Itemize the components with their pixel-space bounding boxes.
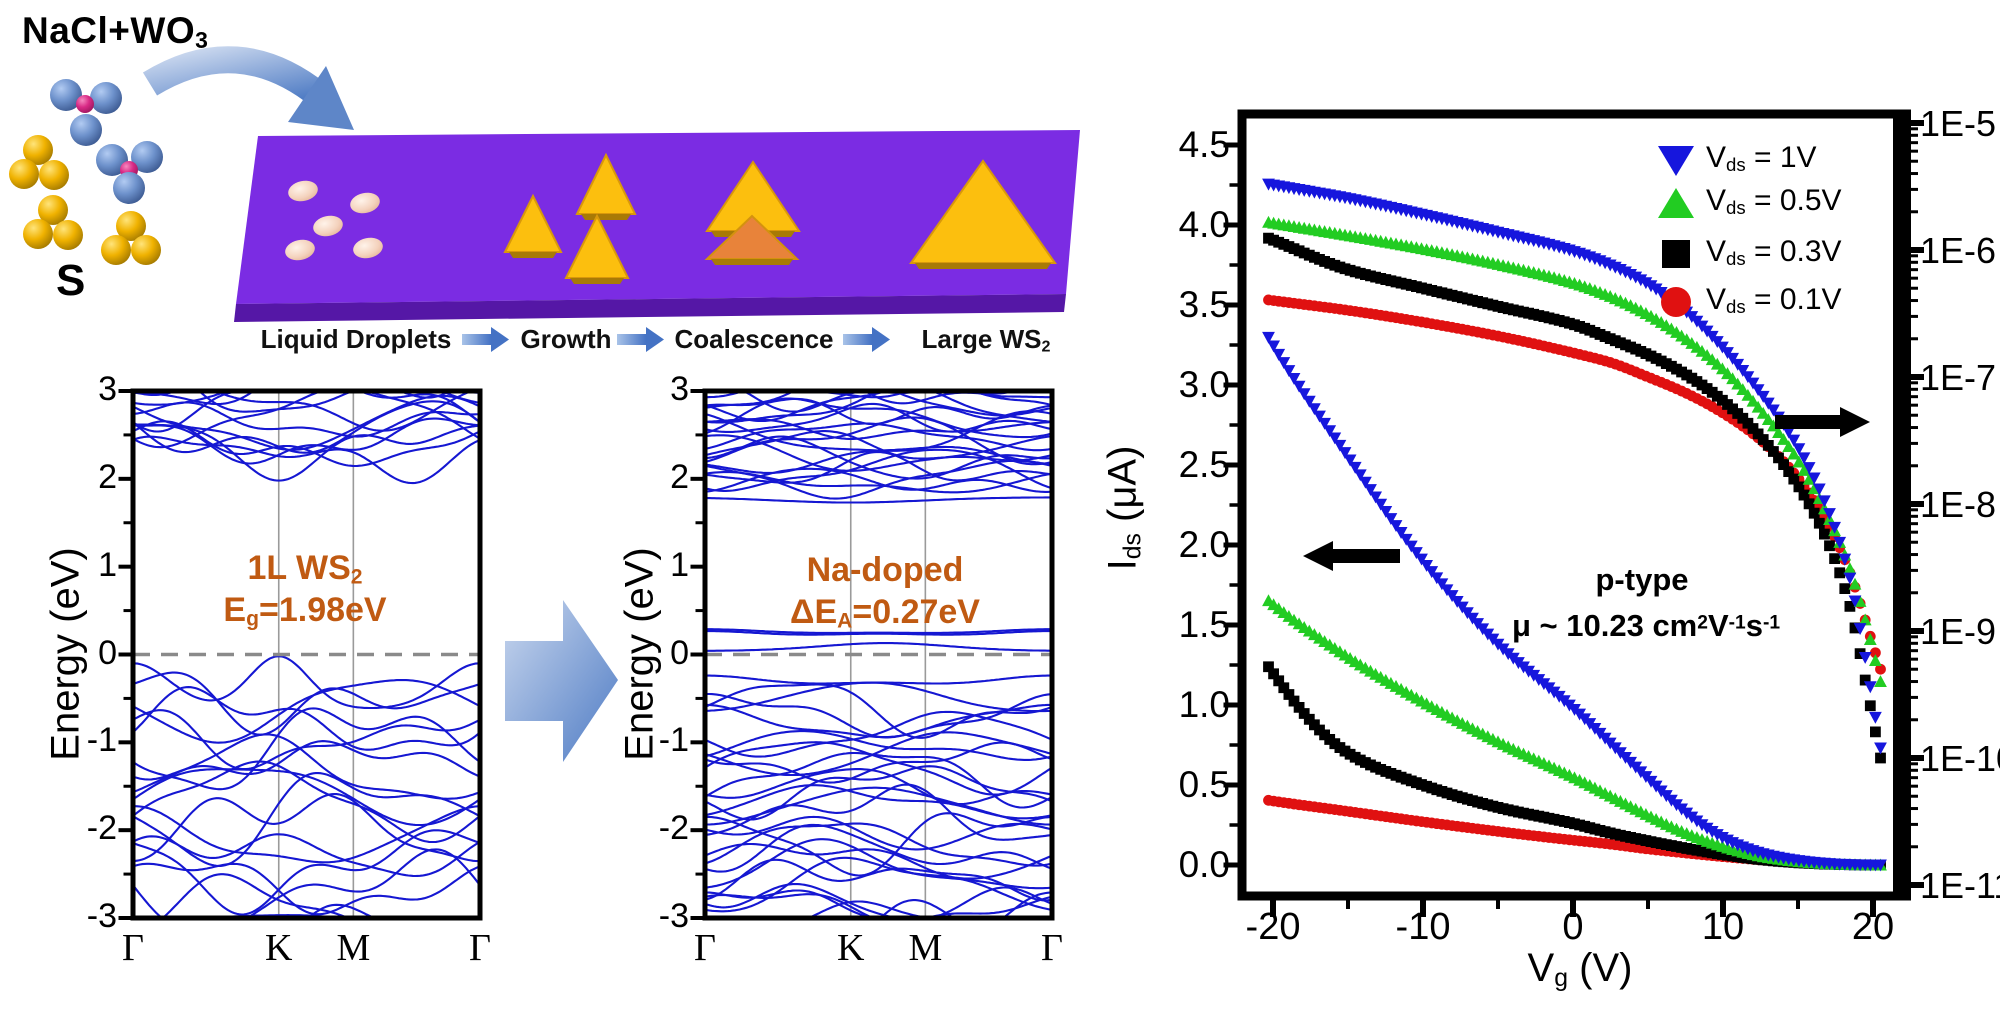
axis-ticks [118,389,131,920]
legend-markers [1658,146,1694,317]
series-log-Vds=0.1V [1263,294,1886,675]
axis-ticks [1223,120,1924,917]
doping-arrow-icon [505,600,618,762]
wo3-molecule-icon [96,141,163,204]
substrate-slab [234,130,1080,322]
growth-schematic [9,46,1080,762]
legend-marker-Vds=1V [1658,146,1694,176]
wo3-molecule-icon [50,79,122,146]
band-lines [705,391,1052,918]
left-axis-arrow-icon [1303,541,1400,571]
liquid-droplets [285,180,383,261]
curved-arrow-icon [142,46,354,130]
precursor-molecules [9,79,163,265]
stage-arrow-icon [617,327,664,352]
sulfur-cluster-icon [101,211,161,265]
legend-marker-Vds=0.5V [1658,188,1694,218]
stage-arrow-icon [843,327,890,352]
sulfur-cluster-icon [9,135,69,190]
band-plot-pristine [118,388,483,921]
stage-arrow-icon [462,327,509,352]
ws2-triangles [503,152,1057,284]
transfer-series [1262,178,1887,872]
series-log-Vds=0.5V [1262,215,1887,688]
band-lines [133,391,480,918]
legend-marker-Vds=0.1V [1661,287,1691,317]
series-linear-Vds=1V [1262,331,1887,872]
band-plot-doped [690,388,1055,921]
legend-marker-Vds=0.3V [1662,240,1690,268]
right-axis-arrow-icon [1775,407,1870,437]
axis-ticks [690,389,703,920]
sulfur-cluster-icon [23,195,83,250]
series-linear-Vds=0.3V [1263,661,1886,871]
transfer-plot [1223,109,1924,917]
